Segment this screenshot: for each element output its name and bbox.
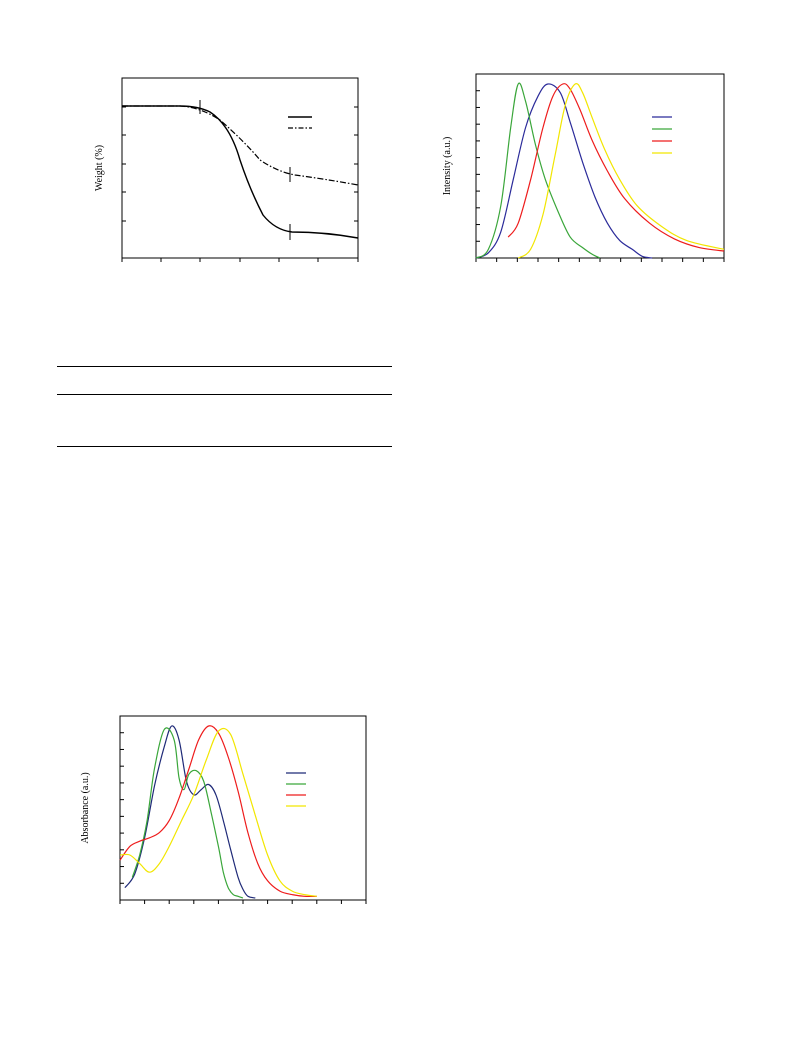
table-header-rule	[57, 394, 392, 395]
abs-y-axis-label: Absorbance (a.u.)	[80, 772, 91, 843]
abs-series-3-line	[119, 725, 317, 898]
tga-x-ticks	[121, 258, 359, 262]
pl-y-ticks	[476, 90, 480, 242]
pl-x-ticks	[475, 258, 725, 262]
abs-series-2-line	[131, 727, 244, 899]
abs-series-4-line	[119, 727, 317, 897]
tga-y-ticks	[122, 106, 358, 222]
pl-y-axis-label: Intensity (a.u.)	[442, 137, 453, 196]
pl-plot-frame	[475, 73, 725, 259]
pl-series-4-line	[517, 82, 725, 259]
pl-series-3-line	[507, 83, 725, 252]
table-bottom-rule	[57, 446, 392, 447]
pl-legend	[652, 116, 672, 154]
tga-figure: Weight (%)	[94, 77, 359, 262]
abs-x-ticks	[119, 900, 367, 904]
abs-figure: Absorbance (a.u.)	[80, 715, 367, 904]
tga-dashdot-curve	[122, 105, 359, 186]
tga-onset-markers	[199, 100, 291, 240]
abs-legend	[286, 772, 306, 807]
tga-legend	[288, 116, 312, 129]
tga-solid-curve	[122, 105, 359, 239]
abs-curves	[119, 725, 317, 899]
pl-series-2-line	[475, 82, 601, 259]
pl-curves	[475, 82, 725, 259]
abs-y-ticks	[120, 732, 124, 884]
table-top-rule	[57, 366, 392, 367]
abs-plot-frame	[119, 715, 367, 901]
abs-series-1-line	[124, 725, 256, 899]
tga-plot-frame	[121, 77, 359, 259]
pl-figure: Intensity (a.u.)	[442, 73, 725, 262]
tga-y-axis-label: Weight (%)	[94, 145, 105, 191]
